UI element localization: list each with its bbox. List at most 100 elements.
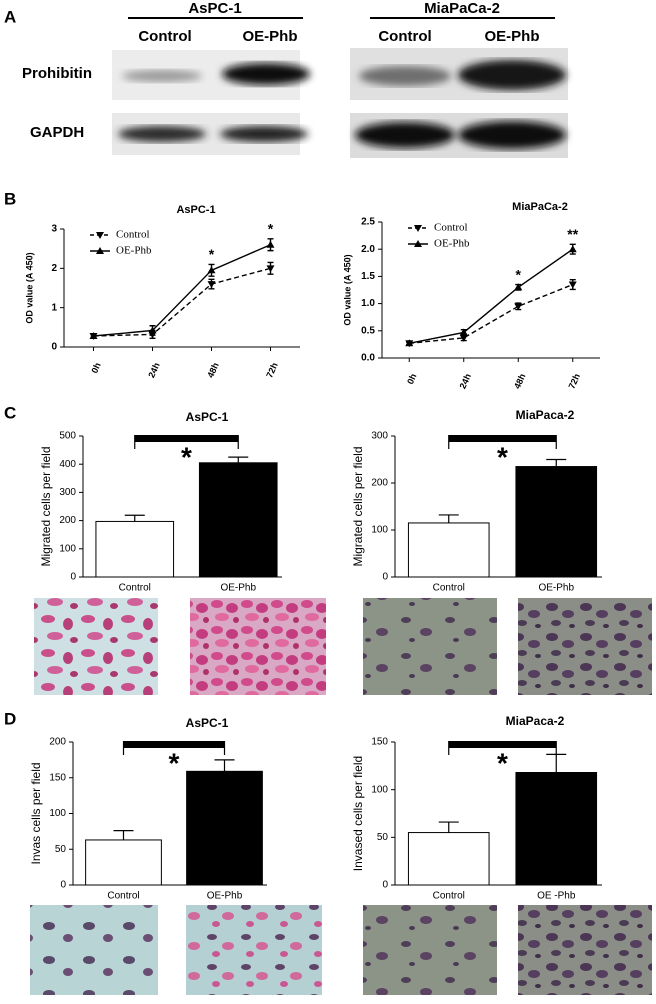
chart-title: AsPC-1 (186, 716, 229, 730)
y-tick-label: 100 (49, 808, 66, 819)
bar (407, 522, 490, 578)
marker (405, 339, 414, 347)
bar (515, 772, 598, 886)
chart-title: AsPC-1 (186, 410, 229, 424)
chart-title: MiaPaca-2 (516, 408, 575, 422)
significance-bracket (123, 741, 225, 748)
y-tick-label: 100 (371, 784, 388, 795)
x-tick-label: 72h (264, 361, 280, 379)
micrograph (30, 598, 652, 995)
y-axis-label: OD value (A 450) (342, 254, 352, 325)
y-tick-label: 400 (59, 459, 76, 470)
series-line (409, 283, 574, 345)
y-tick-label: 300 (371, 431, 388, 442)
x-tick-label: 48h (205, 361, 221, 379)
y-axis-label: Migrated cells per field (39, 446, 53, 566)
y-tick-label: 200 (371, 478, 388, 489)
y-tick-label: 0 (382, 880, 388, 891)
significance-bracket (448, 741, 557, 748)
lane-label: Control (378, 28, 431, 45)
blot-image (112, 48, 568, 158)
y-axis-label: Invas cells per field (29, 762, 43, 864)
significance-bracket (134, 435, 239, 442)
significance-bracket (134, 435, 239, 449)
error-bar (228, 456, 249, 463)
series-line (93, 267, 271, 337)
marker (207, 266, 216, 274)
marker (568, 281, 577, 289)
bar (198, 462, 278, 578)
bar (95, 520, 175, 578)
legend-label: OE-Phb (116, 245, 152, 257)
bar (515, 466, 598, 578)
error-bar (113, 830, 134, 840)
x-tick-label: 48h (512, 372, 528, 390)
marker (148, 326, 157, 334)
legend-label: Control (116, 229, 150, 241)
marker (459, 334, 468, 342)
marker (266, 265, 275, 273)
y-tick-label: 2.5 (361, 217, 375, 228)
legend-label: OE-Phb (434, 238, 470, 250)
x-tick-label: OE-Phb (538, 583, 574, 594)
marker (266, 240, 275, 248)
y-tick-label: 0.0 (361, 353, 375, 364)
error-bar (214, 759, 235, 772)
legend-marker (414, 240, 422, 247)
annotation: ** (567, 226, 578, 242)
y-tick-label: 100 (59, 543, 76, 554)
y-tick-label: 500 (59, 431, 76, 442)
y-tick-label: 2 (51, 263, 57, 274)
y-tick-label: 200 (59, 515, 76, 526)
panel-label: A (4, 7, 16, 26)
panel-label: D (4, 709, 16, 728)
y-tick-label: 1.0 (361, 298, 375, 309)
legend-marker (414, 225, 422, 232)
annotation: * (268, 221, 274, 237)
marker (459, 328, 468, 336)
y-tick-label: 150 (371, 737, 388, 748)
x-tick-label: OE -Phb (537, 891, 576, 902)
x-tick-label: Control (119, 583, 151, 594)
legend-marker (96, 247, 104, 254)
y-tick-label: 50 (377, 832, 389, 843)
bar (407, 832, 490, 886)
significance-bracket (122, 741, 226, 755)
blot-group: AsPC-1 (188, 0, 241, 17)
x-tick-label: OE-Phb (207, 891, 243, 902)
panel-label: B (4, 189, 16, 208)
series-line (409, 248, 574, 344)
legend-label: Control (434, 222, 468, 234)
legend-marker (96, 232, 104, 239)
y-tick-label: 2.0 (361, 244, 375, 255)
marker (514, 283, 523, 291)
y-tick-label: 0 (70, 572, 76, 583)
marker (89, 331, 98, 339)
error-bar (438, 821, 459, 833)
y-axis-label: Migrated cells per field (351, 446, 365, 566)
annotation: * (516, 266, 522, 282)
lane-label: OE-Phb (485, 28, 540, 45)
y-tick-label: 50 (55, 844, 67, 855)
error-bar (438, 514, 459, 523)
significance-bracket (448, 435, 557, 449)
x-tick-label: 72h (566, 372, 582, 390)
significance-mark: * (181, 441, 192, 472)
error-bar (124, 514, 145, 522)
y-axis-label: Invased cells per field (351, 756, 365, 871)
y-tick-label: 0 (382, 572, 388, 583)
lane-label: Control (138, 28, 191, 45)
series-line (93, 244, 271, 337)
x-tick-label: Control (107, 891, 139, 902)
chart-title: MiaPaCa-2 (512, 201, 568, 213)
x-tick-label: Control (433, 583, 465, 594)
significance-bracket (448, 741, 557, 755)
y-tick-label: 1.5 (361, 271, 375, 282)
significance-bracket (448, 435, 557, 442)
x-tick-label: 24h (146, 361, 162, 379)
y-tick-label: 200 (49, 737, 66, 748)
significance-mark: * (169, 747, 180, 778)
lane-label: OE-Phb (243, 28, 298, 45)
chart-title: MiaPaca-2 (506, 714, 565, 728)
x-tick-label: 24h (457, 372, 473, 390)
